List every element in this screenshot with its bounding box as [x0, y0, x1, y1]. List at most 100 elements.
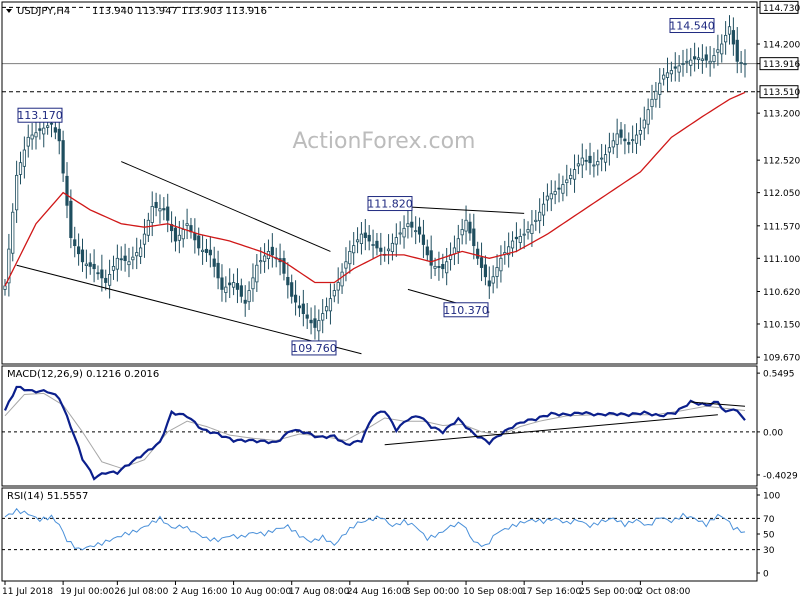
- candle-body: [662, 74, 666, 80]
- x-axis-label: 10 Aug 00:00: [231, 587, 292, 597]
- candle-body: [262, 255, 267, 262]
- candle-body: [142, 233, 147, 245]
- rsi-title: RSI(14) 51.5557: [7, 491, 88, 502]
- candle-body: [73, 239, 77, 247]
- candle-body: [150, 206, 154, 223]
- candle-body: [456, 238, 460, 252]
- candle-body: [26, 136, 30, 147]
- candle-body: [634, 134, 639, 144]
- candle-body: [727, 26, 732, 35]
- candle-body: [348, 250, 352, 265]
- moving-average-line: [4, 91, 746, 287]
- candle-body: [379, 247, 383, 252]
- candle-body: [716, 49, 720, 53]
- candle-body: [270, 246, 274, 256]
- candle-body: [104, 277, 108, 283]
- candle-body: [441, 264, 445, 270]
- candle-body: [53, 127, 57, 133]
- x-axis-label: 2 Oct 08:00: [637, 587, 690, 597]
- annotation-label: 110.370: [443, 304, 489, 317]
- candle-body: [243, 299, 247, 304]
- annotation-box: [669, 18, 715, 34]
- rsi-axis-label: 100: [763, 492, 780, 502]
- candle-body: [642, 119, 646, 129]
- candle-body: [115, 257, 119, 270]
- candle-body: [282, 258, 286, 274]
- header-symbol-timeframe: USDJPY,H4: [17, 6, 70, 17]
- candle-body: [247, 290, 251, 303]
- price-axis-label: 110.150: [763, 320, 800, 330]
- candle-body: [158, 208, 162, 212]
- candle-body: [146, 219, 150, 236]
- candle-body: [220, 277, 224, 290]
- price-axis-label: 114.730: [763, 4, 800, 14]
- candle-body: [685, 60, 689, 63]
- watermark: ActionForex.com: [293, 129, 476, 154]
- price-axis-label: 112.050: [763, 189, 800, 199]
- candle-body: [425, 246, 429, 256]
- candle-body: [576, 163, 581, 167]
- x-axis-label: 10 Sep 08:00: [463, 587, 523, 597]
- candle-body: [321, 313, 325, 321]
- x-axis-label: 11 Jul 2018: [2, 587, 53, 597]
- candle-body: [561, 184, 565, 194]
- candle-body: [596, 161, 600, 166]
- candle-body: [119, 258, 123, 261]
- candle-body: [305, 314, 309, 319]
- price-axis-label: 114.200: [763, 41, 800, 51]
- candle-body: [38, 128, 42, 131]
- candle-body: [510, 240, 515, 249]
- price-axis-label: 113.510: [763, 88, 800, 98]
- price-pane-frame: [1, 1, 758, 365]
- candle-body: [7, 248, 11, 284]
- candle-body: [92, 263, 96, 270]
- rsi-axis-label: 30: [763, 546, 775, 556]
- candle-body: [235, 283, 240, 290]
- candle-body: [406, 223, 410, 227]
- candle-body: [696, 57, 701, 61]
- x-axis-label: 2 Aug 16:00: [172, 587, 227, 597]
- candle-body: [592, 164, 596, 167]
- candle-body: [603, 154, 608, 163]
- candle-body: [704, 54, 708, 61]
- candle-body: [720, 43, 724, 55]
- candle-body: [344, 261, 348, 269]
- candle-body: [398, 232, 402, 235]
- candle-body: [689, 59, 693, 66]
- macd-axis-label: 0.5495: [763, 370, 795, 380]
- candle-body: [572, 169, 577, 180]
- candle-body: [309, 319, 313, 324]
- candle-body: [700, 58, 704, 61]
- macd-line: [3, 385, 746, 481]
- annotation-box: [17, 107, 63, 123]
- header-ohlc: 113.940 113.947 113.903 113.916: [92, 6, 267, 17]
- candle-body: [549, 193, 553, 200]
- candle-body: [445, 261, 449, 274]
- rsi-axis-label: 50: [763, 531, 775, 541]
- annotation-label: 111.820: [367, 198, 413, 211]
- candle-body: [495, 267, 499, 277]
- price-axis-label: 113.200: [763, 110, 800, 120]
- candle-body: [363, 232, 367, 238]
- candle-body: [239, 285, 243, 297]
- annotation-label: 109.760: [291, 342, 337, 355]
- candle-body: [259, 260, 263, 263]
- candle-body: [328, 298, 333, 312]
- candle-body: [611, 140, 615, 148]
- candle-body: [127, 261, 131, 266]
- trend-line: [400, 205, 525, 214]
- candle-body: [131, 256, 135, 261]
- candle-body: [77, 246, 81, 255]
- candle-body: [317, 320, 321, 332]
- candle-body: [135, 252, 139, 257]
- candle-body: [665, 72, 670, 78]
- candle-body: [255, 264, 259, 283]
- candle-body: [472, 228, 476, 247]
- candle-body: [417, 226, 422, 235]
- x-axis-label: 25 Sep 00:00: [579, 587, 639, 597]
- candle-body: [224, 286, 228, 293]
- macd-axis-label: 0.00: [763, 428, 783, 438]
- candle-body: [658, 82, 662, 95]
